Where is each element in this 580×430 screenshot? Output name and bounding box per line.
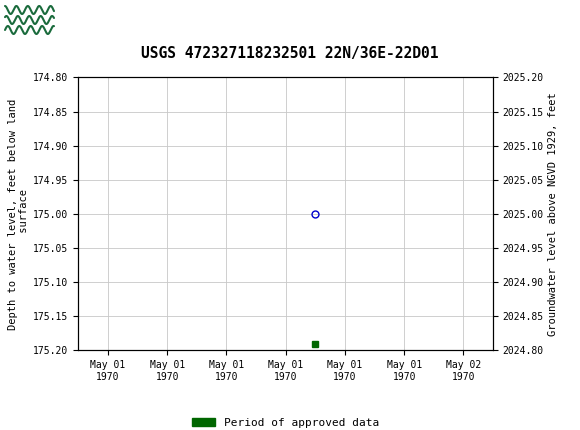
Y-axis label: Depth to water level, feet below land
 surface: Depth to water level, feet below land su… [8,98,29,329]
Bar [4,4,56,36]
Legend: Period of approved data: Period of approved data [188,413,383,430]
Text: USGS 472327118232501 22N/36E-22D01: USGS 472327118232501 22N/36E-22D01 [142,46,438,61]
Y-axis label: Groundwater level above NGVD 1929, feet: Groundwater level above NGVD 1929, feet [548,92,558,336]
Text: USGS: USGS [62,11,106,29]
